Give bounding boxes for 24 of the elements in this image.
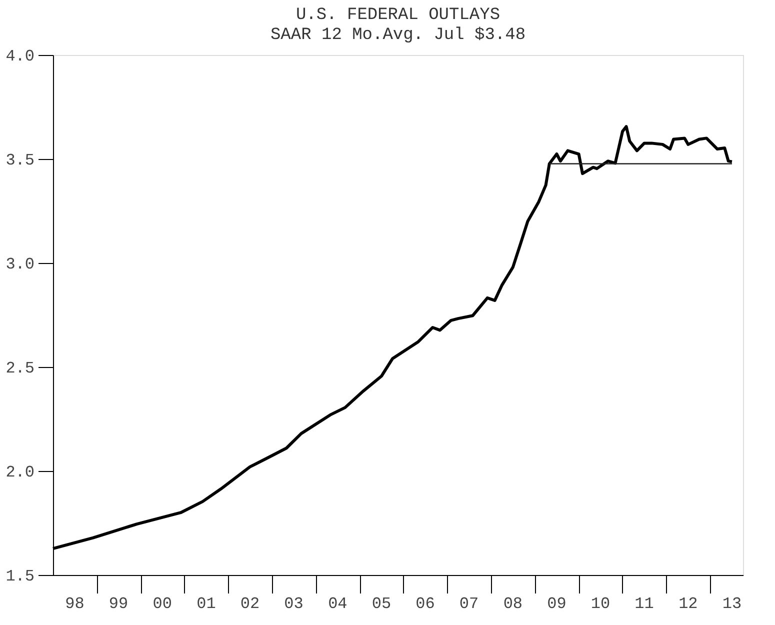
x-tick-label: 03: [284, 595, 304, 613]
x-tick-label: 08: [503, 595, 523, 613]
x-tick-label: 00: [152, 595, 172, 613]
x-tick-label: 02: [240, 595, 260, 613]
y-tick-label: 3.5: [6, 152, 34, 170]
x-tick-label: 09: [547, 595, 566, 613]
x-tick-label: 98: [65, 595, 84, 613]
x-tick-label: 99: [108, 595, 128, 613]
x-tick-label: 13: [722, 595, 742, 613]
x-tick-label: 10: [590, 595, 610, 613]
x-tick-label: 12: [678, 595, 698, 613]
y-tick-label: 2.0: [6, 464, 34, 482]
x-tick-label: 06: [416, 595, 435, 613]
x-tick-label: 11: [634, 595, 654, 613]
chart-title: U.S. FEDERAL OUTLAYS: [296, 6, 500, 25]
x-tick-label: 05: [372, 595, 392, 613]
y-tick-label: 3.0: [6, 256, 34, 274]
chart-subtitle: SAAR 12 Mo.Avg. Jul $3.48: [270, 26, 526, 45]
x-tick-label: 04: [328, 595, 348, 613]
y-tick-label: 2.5: [6, 360, 34, 378]
x-tick-label: 07: [459, 595, 479, 613]
x-tick-label: 01: [196, 595, 216, 613]
y-tick-label: 4.0: [6, 48, 34, 66]
y-tick-label: 1.5: [6, 568, 34, 586]
